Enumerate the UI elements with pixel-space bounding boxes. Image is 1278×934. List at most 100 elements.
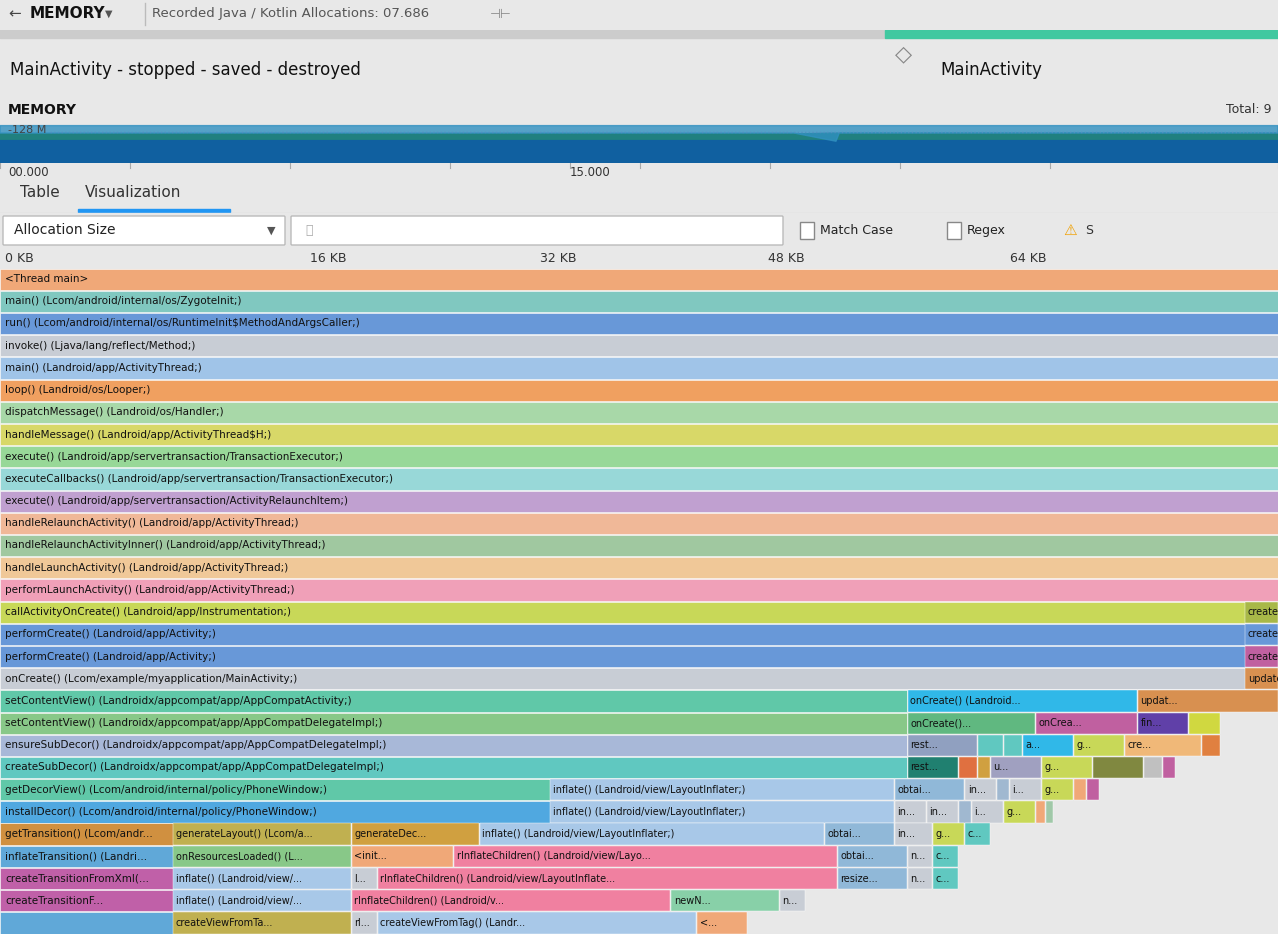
Bar	[1074, 779, 1086, 800]
Bar	[0, 845, 173, 867]
Bar	[454, 845, 837, 867]
Bar	[78, 209, 230, 212]
Text: dispatchMessage() (Landroid/os/Handler;): dispatchMessage() (Landroid/os/Handler;)	[5, 407, 224, 417]
Bar	[907, 845, 933, 867]
Text: updateRe...: updateRe...	[1247, 673, 1278, 684]
Bar	[0, 690, 907, 712]
Bar	[978, 757, 990, 778]
Text: rl...: rl...	[354, 918, 371, 927]
Text: execute() (Landroid/app/servertransaction/ActivityRelaunchItem;): execute() (Landroid/app/servertransactio…	[5, 496, 348, 506]
Text: ▼: ▼	[105, 9, 112, 19]
Text: performLaunchActivity() (Landroid/app/ActivityThread;): performLaunchActivity() (Landroid/app/Ac…	[5, 585, 294, 595]
Bar	[837, 845, 907, 867]
Text: 00.000: 00.000	[8, 165, 49, 178]
Bar	[0, 579, 1278, 601]
Text: generateDec...: generateDec...	[354, 829, 427, 839]
Bar	[0, 290, 1278, 312]
Text: n...: n...	[910, 851, 925, 861]
Text: main() (Landroid/app/ActivityThread;): main() (Landroid/app/ActivityThread;)	[5, 363, 202, 373]
Text: 15.000: 15.000	[570, 165, 611, 178]
Text: obtai...: obtai...	[840, 851, 874, 861]
Bar	[0, 757, 907, 778]
Text: MainActivity - stopped - saved - destroyed: MainActivity - stopped - saved - destroy…	[10, 61, 360, 79]
Text: c...: c...	[935, 873, 951, 884]
Text: installDecor() (Lcom/android/internal/policy/PhoneWindow;): installDecor() (Lcom/android/internal/po…	[5, 807, 317, 817]
Bar	[0, 468, 1278, 489]
Bar	[907, 757, 958, 778]
Bar	[1125, 735, 1201, 756]
Bar	[800, 221, 814, 239]
Text: Table: Table	[20, 185, 60, 200]
Bar	[1035, 801, 1045, 823]
Bar	[1035, 713, 1137, 734]
Bar	[1144, 757, 1163, 778]
Bar	[173, 913, 351, 933]
Text: inflate() (Landroid/view/...: inflate() (Landroid/view/...	[175, 896, 302, 906]
Text: newN...: newN...	[674, 896, 711, 906]
Text: createTransitionFromXml(...: createTransitionFromXml(...	[5, 873, 150, 884]
Text: rInflateChildren() (Landroid/view/LayoutInflate...: rInflateChildren() (Landroid/view/Layout…	[380, 873, 615, 884]
Text: Visualization: Visualization	[86, 185, 181, 200]
Bar	[895, 824, 933, 844]
Text: ⚠: ⚠	[1063, 223, 1076, 238]
Text: <...: <...	[699, 918, 717, 927]
Bar	[1093, 757, 1144, 778]
Bar	[907, 868, 933, 889]
Text: inflateTransition() (Landri...: inflateTransition() (Landri...	[5, 851, 147, 861]
FancyBboxPatch shape	[3, 216, 285, 245]
Text: S: S	[1085, 224, 1093, 237]
Text: setContentView() (Landroidx/appcompat/app/AppCompatDelegateImpl;): setContentView() (Landroidx/appcompat/ap…	[5, 718, 382, 729]
Bar	[351, 868, 377, 889]
Bar	[933, 868, 958, 889]
Bar	[377, 913, 697, 933]
Text: g...: g...	[1006, 807, 1021, 817]
Text: a...: a...	[1025, 741, 1040, 750]
Bar	[907, 735, 978, 756]
Text: executeCallbacks() (Landroid/app/servertransaction/TransactionExecutor;): executeCallbacks() (Landroid/app/servert…	[5, 474, 394, 484]
Bar	[0, 358, 1278, 378]
Bar	[1010, 779, 1042, 800]
Text: <Thread main>: <Thread main>	[5, 274, 88, 284]
Bar	[0, 446, 1278, 467]
Text: c...: c...	[935, 851, 951, 861]
Text: callActivityOnCreate() (Landroid/app/Instrumentation;): callActivityOnCreate() (Landroid/app/Ins…	[5, 607, 291, 617]
Text: Total: 9: Total: 9	[1227, 103, 1272, 116]
Text: onCrea...: onCrea...	[1038, 718, 1081, 729]
Bar	[550, 801, 895, 823]
Text: in...: in...	[967, 785, 985, 795]
Text: getTransition() (Lcom/andr...: getTransition() (Lcom/andr...	[5, 829, 153, 839]
Bar	[1042, 757, 1093, 778]
Text: 32 KB: 32 KB	[541, 251, 576, 264]
Text: createViewFromTa...: createViewFromTa...	[175, 918, 273, 927]
Bar	[1201, 735, 1220, 756]
Bar	[824, 824, 895, 844]
Text: main() (Lcom/android/internal/os/ZygoteInit;): main() (Lcom/android/internal/os/ZygoteI…	[5, 296, 242, 306]
Bar	[173, 890, 351, 912]
Text: 🔍: 🔍	[305, 224, 313, 237]
Text: g...: g...	[935, 829, 951, 839]
Bar	[0, 913, 173, 933]
Bar	[0, 624, 1245, 644]
Text: MEMORY: MEMORY	[29, 7, 106, 21]
Text: rest...: rest...	[910, 762, 938, 772]
Bar	[895, 801, 927, 823]
Bar	[0, 735, 907, 756]
Text: ensureSubDecor() (Landroidx/appcompat/app/AppCompatDelegateImpl;): ensureSubDecor() (Landroidx/appcompat/ap…	[5, 741, 386, 750]
Bar	[978, 735, 1003, 756]
Bar	[1245, 646, 1278, 667]
Bar	[1042, 779, 1074, 800]
Text: onCreate() (Landroid...: onCreate() (Landroid...	[910, 696, 1021, 706]
Bar	[780, 890, 805, 912]
Bar	[351, 845, 454, 867]
Bar	[0, 824, 173, 844]
Bar	[907, 690, 1137, 712]
Text: Regex: Regex	[967, 224, 1006, 237]
Bar	[0, 868, 173, 889]
Bar	[0, 424, 1278, 446]
Bar	[0, 379, 1278, 401]
Bar	[1137, 713, 1189, 734]
Bar	[965, 824, 990, 844]
Text: invoke() (Ljava/lang/reflect/Method;): invoke() (Ljava/lang/reflect/Method;)	[5, 341, 196, 350]
Bar	[1074, 735, 1125, 756]
Bar	[0, 890, 173, 912]
